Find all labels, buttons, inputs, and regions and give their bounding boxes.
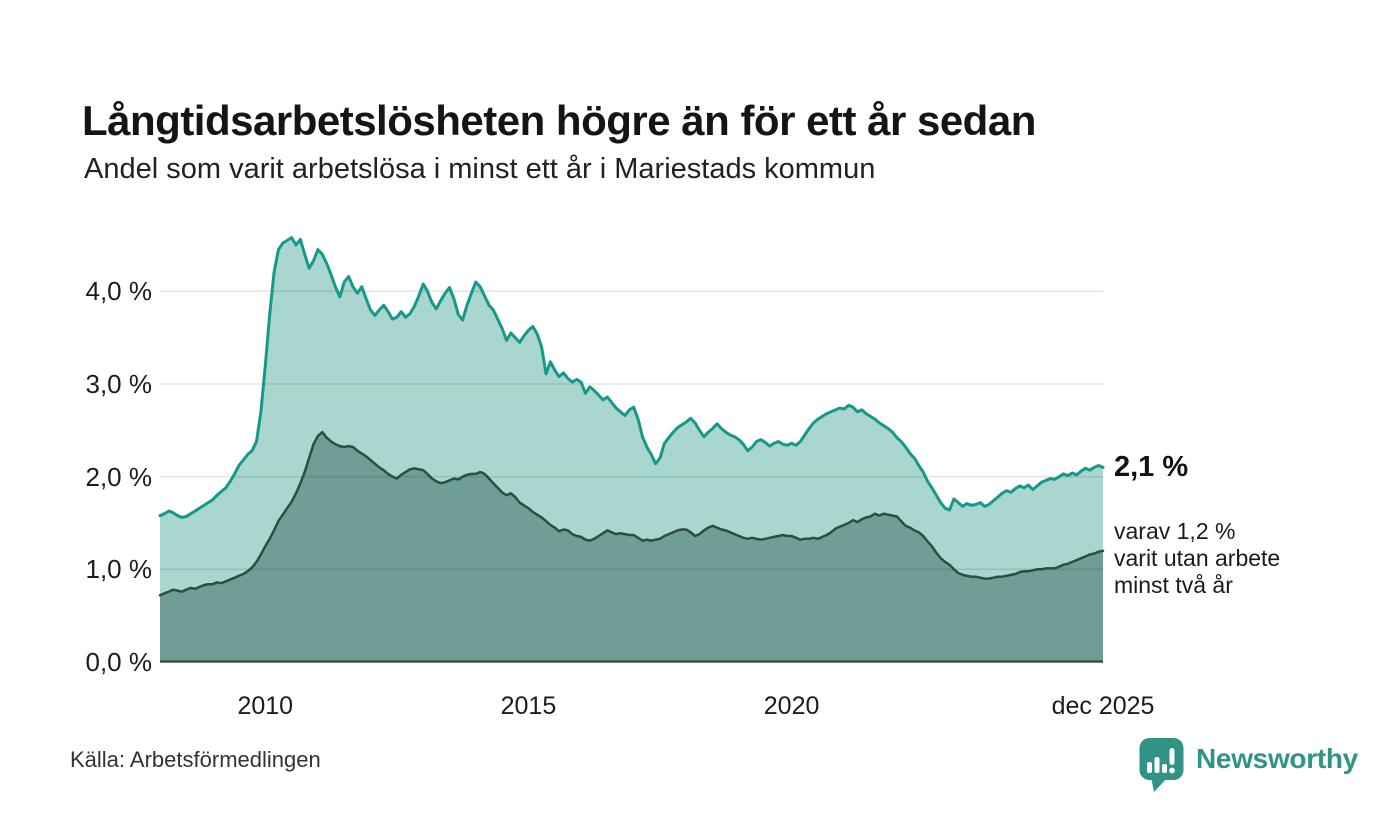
y-axis-label: 1,0 % <box>85 554 153 585</box>
chart-title: Långtidsarbetslösheten högre än för ett … <box>82 97 1036 145</box>
x-axis-label: 2010 <box>237 692 294 720</box>
source-note: Källa: Arbetsförmedlingen <box>70 747 321 772</box>
two-year-annotation: varav 1,2 % varit utan arbete minst två … <box>1114 518 1281 598</box>
gridlines <box>160 290 1103 571</box>
area-utan-arbete-minst-tva-ar <box>160 432 1103 662</box>
y-axis-label: 4,0 % <box>85 276 153 307</box>
x-axis-label: dec 2025 <box>1051 692 1155 720</box>
y-axis-label: 0,0 % <box>85 647 153 677</box>
newsworthy-logo: Newsworthy <box>1138 736 1358 796</box>
latest-value-label: 2,1 % <box>1114 451 1189 483</box>
bar-chart-bubble-icon <box>1139 738 1184 792</box>
y-axis-label: 3,0 % <box>85 369 153 399</box>
newsworthy-logo-text: Newsworthy <box>1196 743 1358 774</box>
x-axis-label: 2020 <box>763 692 820 720</box>
y-axis-label: 2,0 % <box>85 461 153 492</box>
x-axis-label: 2015 <box>500 692 557 720</box>
line-utan-arbete-minst-tva-ar <box>158 430 1105 597</box>
chart-subtitle: Andel som varit arbetslösa i minst ett å… <box>84 153 876 185</box>
line-arbetslosa-minst-ett-ar <box>158 236 1105 519</box>
plot-area <box>158 236 1105 663</box>
